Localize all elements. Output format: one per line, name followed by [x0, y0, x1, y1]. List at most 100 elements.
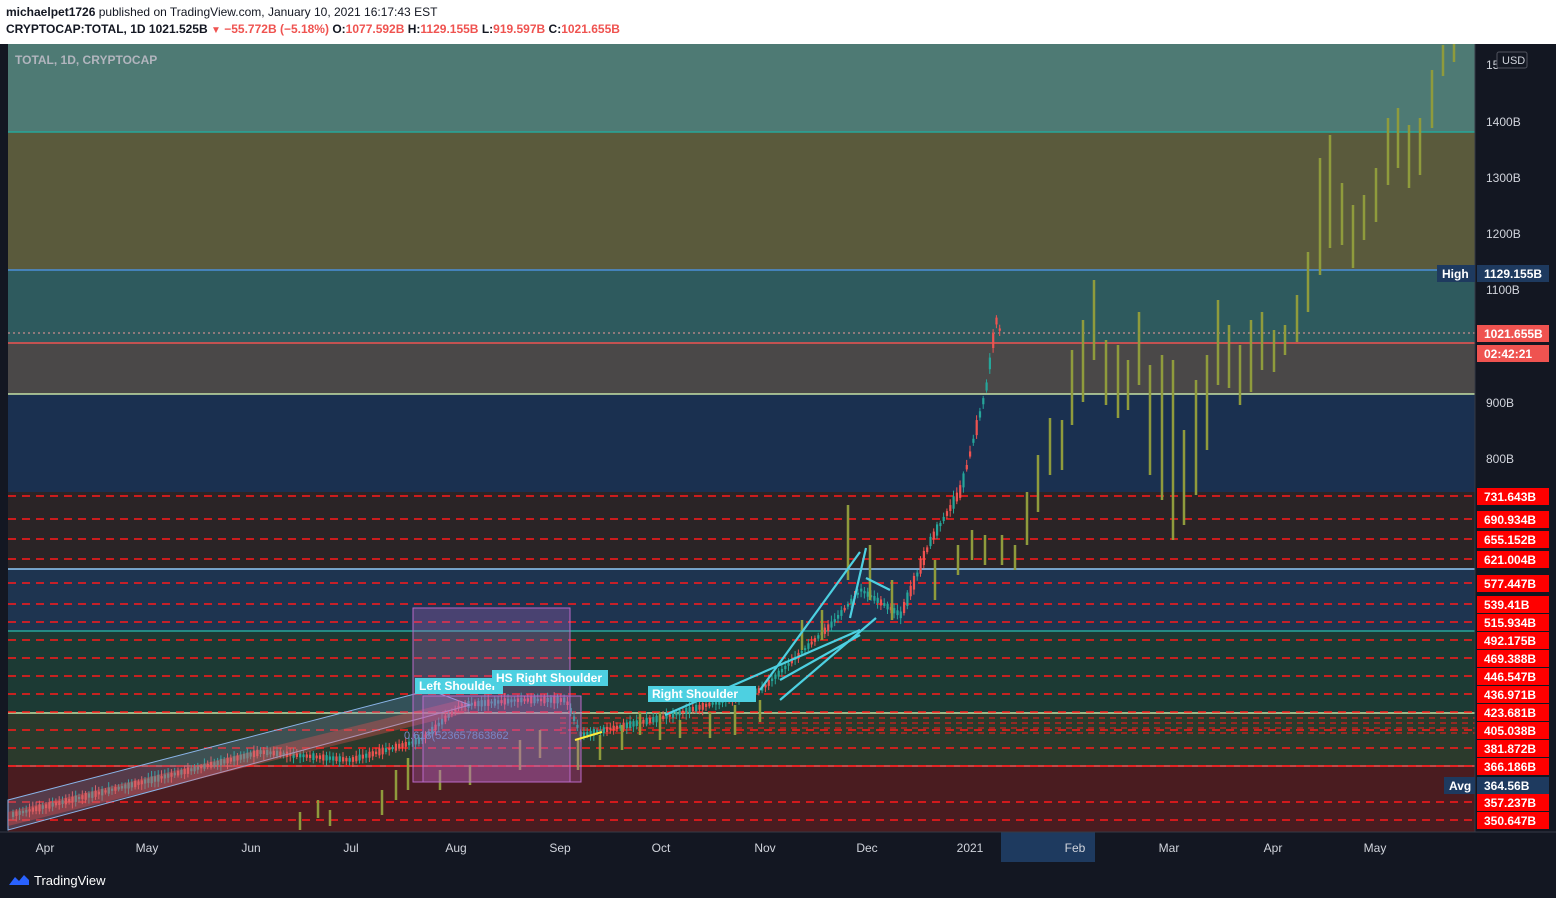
candle-body	[513, 699, 516, 702]
candle-body	[101, 789, 104, 796]
currency-label: USD	[1502, 55, 1525, 67]
time-range-highlight	[1001, 832, 1095, 862]
zone-band	[8, 569, 1475, 631]
x-tick-label: May	[136, 841, 159, 855]
candle-body	[193, 766, 196, 772]
zone-band	[8, 270, 1475, 343]
candle-body	[427, 732, 430, 735]
ohlc-line: CRYPTOCAP:TOTAL, 1D 1021.525B ▼ −55.772B…	[6, 22, 620, 36]
candle-body	[48, 802, 51, 809]
close-label: C:	[548, 22, 562, 36]
trend-line-drawing	[779, 617, 877, 701]
candle-body	[936, 524, 939, 536]
price-tag-box	[1477, 794, 1549, 811]
candle-body	[302, 754, 305, 758]
candle-body	[536, 698, 539, 702]
candle-body	[233, 756, 236, 762]
candle-body	[71, 796, 74, 803]
trend-channel	[7, 689, 472, 831]
zone-band	[8, 492, 1475, 569]
candle-body	[790, 659, 793, 664]
candle-body	[292, 752, 295, 758]
candle-body	[309, 754, 312, 758]
candle-body	[51, 802, 54, 807]
candle-body	[705, 703, 708, 707]
high-label: H:	[407, 22, 421, 36]
candle-body	[361, 754, 364, 759]
candle-body	[107, 787, 110, 794]
zone-band	[8, 713, 1475, 766]
candle-body	[417, 737, 421, 744]
candle-body	[243, 753, 246, 759]
candle-body	[236, 755, 239, 761]
candle-body	[160, 776, 163, 779]
candle-body	[823, 627, 826, 634]
annotation-label: HS Right Shoulder	[496, 671, 602, 685]
candle-body	[586, 732, 589, 736]
open-label: O:	[332, 22, 346, 36]
candle-body	[807, 643, 810, 649]
down-triangle-icon: ▼	[210, 25, 221, 36]
candle-body	[939, 522, 942, 527]
footer: TradingView	[0, 866, 1556, 898]
candle-body	[698, 704, 701, 710]
price-tag-value: 1021.655B	[1484, 327, 1543, 341]
candle-body	[213, 762, 216, 766]
candle-body	[460, 703, 463, 707]
footer-brand[interactable]: TradingView	[34, 873, 106, 888]
candle-body	[952, 496, 955, 509]
candle-body	[203, 764, 206, 769]
candle-body	[45, 804, 48, 809]
candle-body	[355, 755, 358, 762]
candle-body	[662, 715, 665, 720]
candle-body	[566, 701, 569, 706]
candle-body	[856, 592, 859, 595]
candle-body	[526, 698, 529, 702]
x-tick-label: Jun	[241, 841, 260, 855]
candle-body	[262, 750, 265, 755]
candle-body	[985, 382, 988, 391]
y-tick-label: 800B	[1486, 452, 1514, 466]
price-tag-label-box	[1437, 265, 1475, 282]
candle-body	[434, 724, 437, 731]
publisher-name[interactable]: michaelpet1726	[6, 5, 96, 19]
candle-body	[500, 700, 503, 704]
candle-body	[866, 591, 869, 597]
trend-line-drawing	[848, 547, 868, 619]
candle-body	[972, 438, 975, 443]
candle-body	[111, 788, 114, 791]
price-tag-label: Avg	[1449, 779, 1471, 793]
candle-body	[84, 792, 87, 800]
candle-body	[573, 716, 576, 721]
candle-body	[81, 795, 84, 800]
candle-body	[474, 701, 477, 707]
symbol-label: CRYPTOCAP:TOTAL, 1D	[6, 22, 146, 36]
candle-body	[216, 760, 219, 766]
candle-body	[252, 750, 256, 758]
candle-body	[246, 752, 249, 759]
candle-body	[381, 747, 384, 755]
candle-body	[239, 754, 242, 760]
candle-body	[272, 750, 275, 756]
zone-band	[8, 44, 1475, 132]
candle-body	[256, 749, 259, 757]
candle-body	[893, 608, 896, 614]
candle-body	[150, 776, 153, 784]
candle-body	[784, 665, 787, 670]
candle-body	[41, 805, 44, 809]
candle-body	[219, 758, 223, 766]
candle-body	[850, 598, 853, 605]
candle-body	[813, 638, 817, 642]
candle-body	[127, 782, 130, 789]
candle-body	[312, 753, 315, 761]
candle-body	[153, 776, 157, 782]
price-tag-label: High	[1442, 267, 1469, 281]
candle-body	[982, 398, 985, 405]
price-tag-value: 364.56B	[1484, 779, 1530, 793]
candle-body	[134, 780, 137, 788]
candle-body	[282, 752, 285, 756]
trend-line-drawing	[574, 731, 603, 741]
fib-level-label: 0.618(523657863862	[404, 730, 509, 742]
candle-body	[480, 700, 483, 707]
